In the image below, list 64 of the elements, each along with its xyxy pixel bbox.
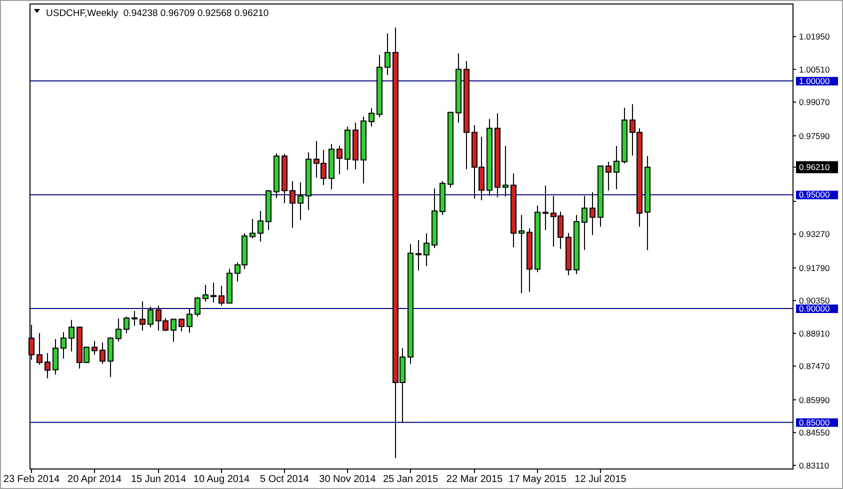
candlestick bbox=[68, 319, 74, 352]
candlestick bbox=[424, 232, 430, 266]
y-tick-label: 0.99070 bbox=[799, 97, 830, 108]
candlestick bbox=[542, 185, 548, 231]
candlestick bbox=[92, 340, 98, 356]
y-tick-label: 0.88910 bbox=[799, 328, 830, 338]
candlestick bbox=[178, 318, 184, 332]
candlestick bbox=[416, 240, 422, 272]
x-tick-label: 20 Apr 2014 bbox=[68, 474, 122, 485]
x-tick-label: 12 Jul 2015 bbox=[574, 474, 627, 485]
candlestick bbox=[258, 210, 264, 242]
candlestick bbox=[298, 182, 304, 220]
candlestick bbox=[502, 146, 508, 198]
candlestick bbox=[52, 338, 58, 376]
candlestick bbox=[614, 146, 620, 190]
x-tick-label: 17 May 2015 bbox=[508, 474, 567, 485]
candlestick bbox=[170, 318, 176, 342]
candlestick bbox=[194, 296, 200, 318]
candlestick bbox=[518, 214, 524, 294]
x-tick-label: 15 Jun 2014 bbox=[130, 474, 186, 485]
candlestick bbox=[384, 32, 390, 76]
y-tick-label: 0.96210 bbox=[799, 162, 830, 172]
y-tick-label: 0.90350 bbox=[799, 296, 830, 306]
candlestick bbox=[202, 284, 208, 302]
candlestick bbox=[148, 306, 154, 328]
candlestick bbox=[116, 318, 122, 342]
x-tick-label: 30 Nov 2014 bbox=[319, 474, 376, 485]
y-tick-label: 0.85990 bbox=[799, 394, 830, 405]
chart-title: USDCHF,Weekly 0.94238 0.96709 0.92568 0.96210 bbox=[46, 8, 269, 19]
candlestick bbox=[186, 308, 192, 334]
y-tick-label: 0.83110 bbox=[799, 460, 830, 470]
candlestick bbox=[36, 332, 42, 366]
candlestick bbox=[100, 342, 106, 364]
x-tick-label: 22 Mar 2015 bbox=[446, 474, 504, 485]
y-tick-label: 1.00510 bbox=[799, 64, 830, 74]
y-tick-label: 0.87470 bbox=[799, 361, 830, 372]
x-tick-label: 10 Aug 2014 bbox=[193, 474, 250, 485]
y-tick-label: 0.91790 bbox=[799, 262, 830, 273]
x-tick-label: 5 Oct 2014 bbox=[260, 474, 310, 485]
candlestick bbox=[60, 332, 66, 360]
candlestick bbox=[218, 285, 224, 306]
ref-line-label: 1.00000 bbox=[799, 76, 830, 86]
candlestick bbox=[132, 310, 138, 326]
ref-line-label: 0.90000 bbox=[799, 304, 830, 314]
candlestick bbox=[336, 145, 342, 175]
x-tick-label: 25 Jan 2015 bbox=[382, 474, 438, 485]
candlestick bbox=[250, 218, 256, 239]
candlestick bbox=[606, 161, 612, 192]
candlestick bbox=[108, 336, 114, 378]
ref-line-label: 0.95000 bbox=[799, 190, 830, 200]
ref-line-label: 0.85000 bbox=[799, 417, 830, 428]
y-tick-label: 0.97590 bbox=[799, 130, 830, 141]
candlestick bbox=[140, 300, 146, 332]
candlestick bbox=[290, 180, 296, 228]
y-tick-label: 1.01950 bbox=[799, 32, 830, 42]
candlestick bbox=[124, 316, 130, 334]
candlestick bbox=[590, 192, 596, 236]
candlestick bbox=[582, 195, 588, 250]
candlestick bbox=[44, 352, 50, 379]
candlestick bbox=[210, 282, 216, 304]
candlestick bbox=[368, 108, 374, 128]
y-tick-label: 0.84550 bbox=[799, 428, 830, 438]
y-tick-label: 0.93270 bbox=[799, 229, 830, 240]
x-tick-label: 23 Feb 2014 bbox=[3, 474, 60, 485]
